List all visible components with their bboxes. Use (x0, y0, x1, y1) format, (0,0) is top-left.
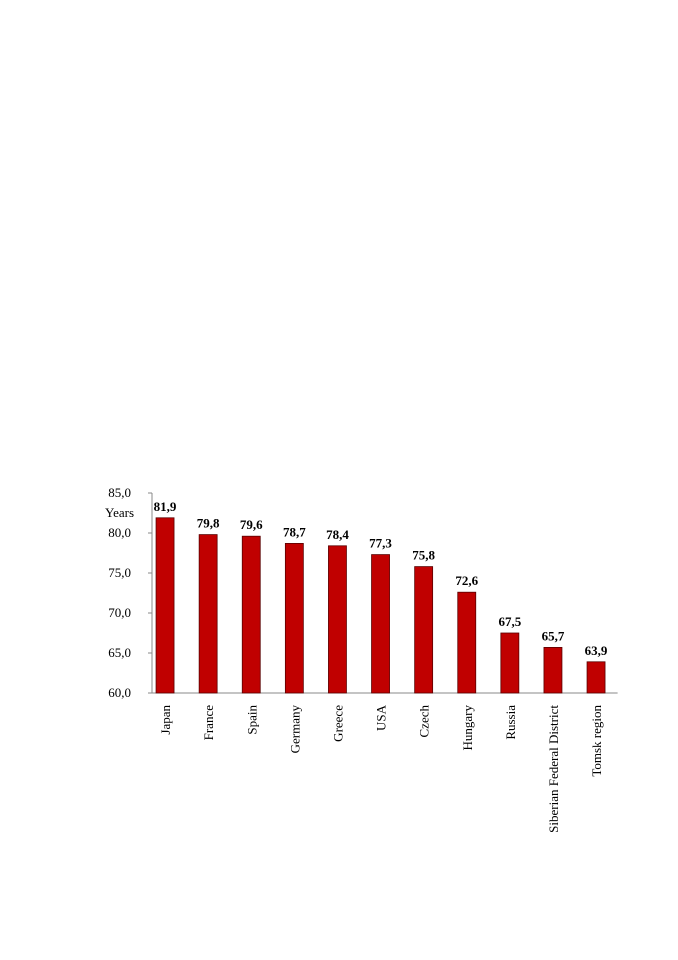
bar (328, 545, 347, 694)
value-label: 78,4 (326, 527, 349, 542)
y-tick-label: 65,0 (108, 645, 131, 660)
x-tick-label: Germany (287, 705, 302, 754)
bar (241, 535, 261, 694)
value-label: 79,6 (240, 517, 263, 532)
bar (543, 647, 563, 694)
x-tick-label: Greece (330, 705, 345, 742)
y-axis-label: Years (105, 505, 134, 520)
bar (155, 517, 175, 694)
value-label: 77,3 (369, 536, 392, 551)
y-tick-label: 70,0 (108, 605, 131, 620)
bar (586, 661, 606, 694)
bar (457, 591, 477, 694)
x-tick-label: Russia (503, 705, 518, 740)
y-tick-label: 75,0 (108, 565, 131, 580)
value-label: 65,7 (542, 628, 565, 643)
value-label: 75,8 (412, 548, 435, 563)
y-tick-label: 80,0 (108, 525, 131, 540)
bar (284, 543, 304, 694)
value-label: 72,6 (455, 573, 478, 588)
x-tick-label: Siberian Federal District (546, 705, 561, 833)
value-label: 78,7 (283, 524, 306, 539)
x-tick-label: Spain (244, 705, 259, 735)
x-tick-label: France (201, 705, 216, 741)
value-label: 67,5 (498, 614, 521, 629)
value-label: 63,9 (585, 643, 608, 658)
x-tick-label: Japan (158, 705, 173, 735)
x-tick-label: Hungary (460, 705, 475, 751)
bar (500, 632, 520, 694)
bar (414, 566, 434, 694)
value-label: 81,9 (154, 499, 177, 514)
bar (198, 534, 218, 694)
bar (371, 554, 390, 694)
y-tick-label: 85,0 (108, 485, 131, 500)
x-tick-label: Tomsk region (589, 705, 604, 777)
y-tick-label: 60,0 (108, 685, 131, 700)
x-tick-label: Czech (417, 705, 432, 738)
value-label: 79,8 (197, 516, 220, 531)
x-tick-label: USA (374, 704, 389, 731)
